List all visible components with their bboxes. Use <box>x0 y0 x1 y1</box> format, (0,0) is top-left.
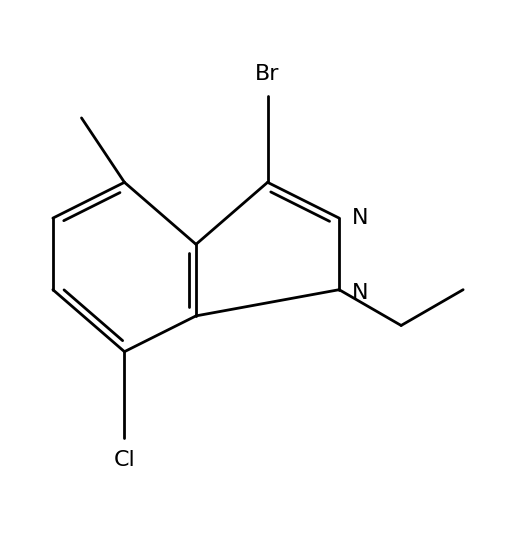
Text: Cl: Cl <box>114 451 135 470</box>
Text: N: N <box>352 208 368 228</box>
Text: N: N <box>352 283 368 303</box>
Text: Br: Br <box>255 64 280 83</box>
